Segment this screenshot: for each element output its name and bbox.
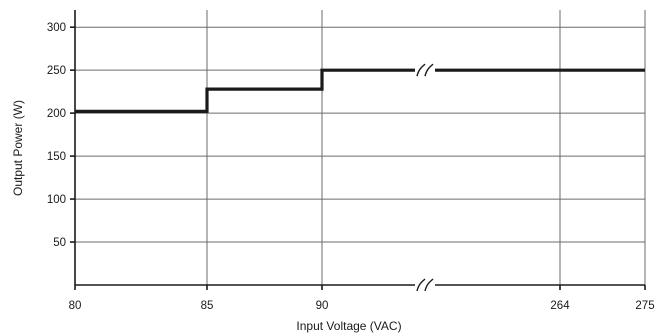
axis-break-slash-left bbox=[416, 63, 426, 77]
grid bbox=[75, 10, 646, 285]
y-tick-label-50: 50 bbox=[53, 237, 66, 249]
y-tick-labels: 50 100 150 200 250 300 bbox=[47, 22, 75, 249]
y-axis-label: Output Power (W) bbox=[11, 100, 25, 196]
x-tick-label-90: 90 bbox=[316, 300, 329, 312]
axes bbox=[74, 10, 645, 286]
y-tick-label-150: 150 bbox=[47, 151, 66, 163]
series-line-0 bbox=[75, 68, 645, 114]
axis-break-gap bbox=[415, 66, 435, 75]
axis-break-slash-right bbox=[424, 278, 434, 292]
x-tick-label-85: 85 bbox=[201, 300, 214, 312]
y-tick-label-250: 250 bbox=[47, 65, 66, 77]
y-tick-label-100: 100 bbox=[47, 194, 66, 206]
axis-break-1 bbox=[415, 278, 435, 292]
x-tick-label-264: 264 bbox=[550, 300, 570, 312]
axis-break-gap bbox=[415, 281, 435, 289]
x-tick-labels: 80 85 90 264 275 bbox=[69, 285, 655, 312]
axis-break-slash-right bbox=[424, 63, 434, 77]
x-tick-label-80: 80 bbox=[69, 300, 82, 312]
series bbox=[75, 68, 645, 114]
axis-break-markers bbox=[415, 63, 435, 292]
axis-break-0 bbox=[415, 63, 435, 77]
x-axis-label: Input Voltage (VAC) bbox=[296, 319, 401, 333]
y-tick-label-300: 300 bbox=[47, 22, 66, 34]
y-tick-label-200: 200 bbox=[47, 108, 66, 120]
axis-break-slash-left bbox=[416, 278, 426, 292]
x-tick-label-275: 275 bbox=[635, 300, 654, 312]
